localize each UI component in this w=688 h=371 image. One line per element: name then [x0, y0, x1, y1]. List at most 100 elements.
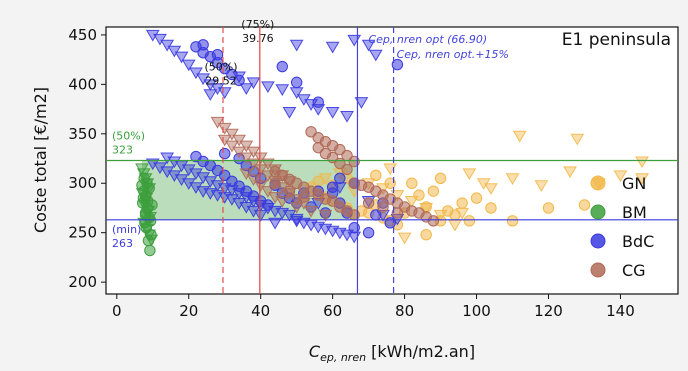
- bdc-circle-point: [233, 74, 245, 87]
- cg-circle-point: [283, 185, 296, 197]
- x-axis-title: Cep, nren [kWh/m2.an]: [309, 342, 475, 364]
- bdc-circle-point: [262, 199, 274, 211]
- x-tick-label: 140: [606, 302, 635, 320]
- gn-circle-point: [456, 197, 468, 209]
- bdc-triangle-point: [289, 215, 304, 228]
- cg-circle-point: [341, 163, 353, 176]
- bdc-circle-point: [197, 39, 209, 51]
- bdc-triangle-point: [160, 166, 175, 179]
- cg-circle-point: [298, 191, 310, 203]
- gn-circle-point: [463, 215, 476, 227]
- cg-triangle-point: [318, 209, 333, 222]
- legend-marker-bdc: [590, 233, 606, 249]
- cg-triangle-point: [239, 152, 254, 165]
- bm-circle-point: [144, 244, 156, 257]
- cg-triangle-point: [232, 146, 246, 159]
- cg-triangle-point: [225, 128, 239, 141]
- gn-circle-point: [420, 228, 432, 241]
- bdc-triangle-point: [189, 67, 203, 80]
- cg-triangle-point: [253, 152, 268, 165]
- cg-triangle-point: [217, 122, 232, 135]
- gn-circle-point: [470, 192, 483, 204]
- hline-label-top: (min): [112, 223, 141, 236]
- cg-triangle-point: [275, 196, 290, 208]
- cg-triangle-point: [253, 164, 268, 177]
- gn-circle-point: [542, 202, 555, 214]
- legend-label-cg: CG: [622, 261, 646, 280]
- bdc-triangle-point: [196, 73, 211, 86]
- bdc-circle-point: [348, 222, 360, 234]
- x-axis-title-main: C: [309, 342, 321, 361]
- gn-circle-point: [578, 199, 591, 211]
- bdc-triangle-point: [289, 39, 304, 52]
- x-tick-label: 40: [251, 302, 270, 320]
- bdc-circle-point: [219, 147, 231, 160]
- bdc-triangle-point: [181, 178, 196, 190]
- cg-triangle-point: [261, 158, 275, 171]
- vline-label-value: 29.52: [205, 74, 237, 87]
- bdc-triangle-point: [268, 217, 282, 230]
- bm-circle-point: [144, 215, 157, 227]
- axes-layer: 0 20 40 60 80 100 120 140 200 250 300 350 400 450: [68, 26, 634, 320]
- gn-circle-point: [370, 169, 382, 182]
- vline-label-value: 39.76: [242, 32, 274, 45]
- hline-label-value: 323: [112, 144, 133, 157]
- cg-triangle-point: [232, 134, 246, 147]
- gn-circle-point: [485, 202, 497, 214]
- y-tick-label: 400: [68, 75, 97, 93]
- bm-circle-point: [142, 234, 155, 247]
- legend: GN BM BdC CG: [590, 174, 654, 280]
- cg-triangle-point: [246, 174, 261, 186]
- x-axis-title-sub: ep, nren: [320, 351, 366, 364]
- legend-marker-gn: [590, 175, 606, 191]
- x-tick-label: 80: [395, 302, 414, 320]
- cg-triangle-point: [225, 140, 239, 153]
- gn-triangle-point: [570, 133, 585, 146]
- gn-circle-point: [506, 215, 519, 227]
- cg-circle-point: [269, 177, 281, 189]
- gn-circle-point: [413, 189, 425, 201]
- annotations-layer: (50%)323(min)263(50%)29.52(75%)39.76 Cep,…: [112, 18, 509, 250]
- bdc-triangle-point: [196, 172, 211, 184]
- gn-circle-point: [406, 177, 418, 189]
- optimum-line-label: Cep, nren opt (66.90): [368, 33, 487, 46]
- bdc-triangle-point: [246, 77, 261, 90]
- bdc-triangle-point: [368, 49, 383, 62]
- bdc-triangle-point: [160, 152, 175, 165]
- legend-label-bm: BM: [622, 203, 647, 222]
- bdc-triangle-point: [340, 111, 354, 123]
- bdc-triangle-point: [361, 39, 376, 52]
- cg-circle-point: [377, 201, 389, 213]
- y-tick-label: 300: [68, 174, 97, 192]
- legend-label-bdc: BdC: [622, 232, 654, 251]
- bdc-triangle-point: [325, 41, 340, 54]
- bm-circle-point: [143, 182, 155, 194]
- y-tick-label: 450: [68, 26, 97, 44]
- bdc-triangle-point: [153, 33, 167, 46]
- bdc-circle-point: [334, 172, 346, 185]
- cg-triangle-point: [246, 158, 261, 171]
- bdc-triangle-point: [145, 158, 160, 171]
- gn-triangle-point: [563, 166, 577, 179]
- bdc-triangle-point: [325, 107, 340, 119]
- cg-triangle-point: [289, 201, 304, 214]
- bdc-triangle-point: [153, 162, 167, 175]
- legend-marker-bm: [590, 204, 606, 220]
- gn-triangle-point: [635, 173, 649, 185]
- cg-triangle-point: [239, 168, 254, 181]
- gn-circle-point: [384, 177, 396, 189]
- bdc-triangle-point: [160, 39, 175, 52]
- gn-circle-point: [312, 175, 324, 187]
- bdc-triangle-point: [275, 84, 290, 96]
- optimum-plus-15-line-label: Cep, nren opt.+15%: [397, 48, 509, 61]
- x-tick-label: 0: [112, 302, 122, 320]
- bdc-triangle-point: [354, 97, 369, 109]
- gn-triangle-point: [505, 173, 520, 185]
- gn-triangle-point: [404, 196, 419, 208]
- bdc-circle-point: [211, 48, 224, 61]
- bdc-triangle-point: [203, 89, 218, 101]
- hline-label-top: (50%): [112, 130, 145, 143]
- bdc-triangle-point: [181, 59, 196, 72]
- bdc-triangle-point: [145, 29, 160, 42]
